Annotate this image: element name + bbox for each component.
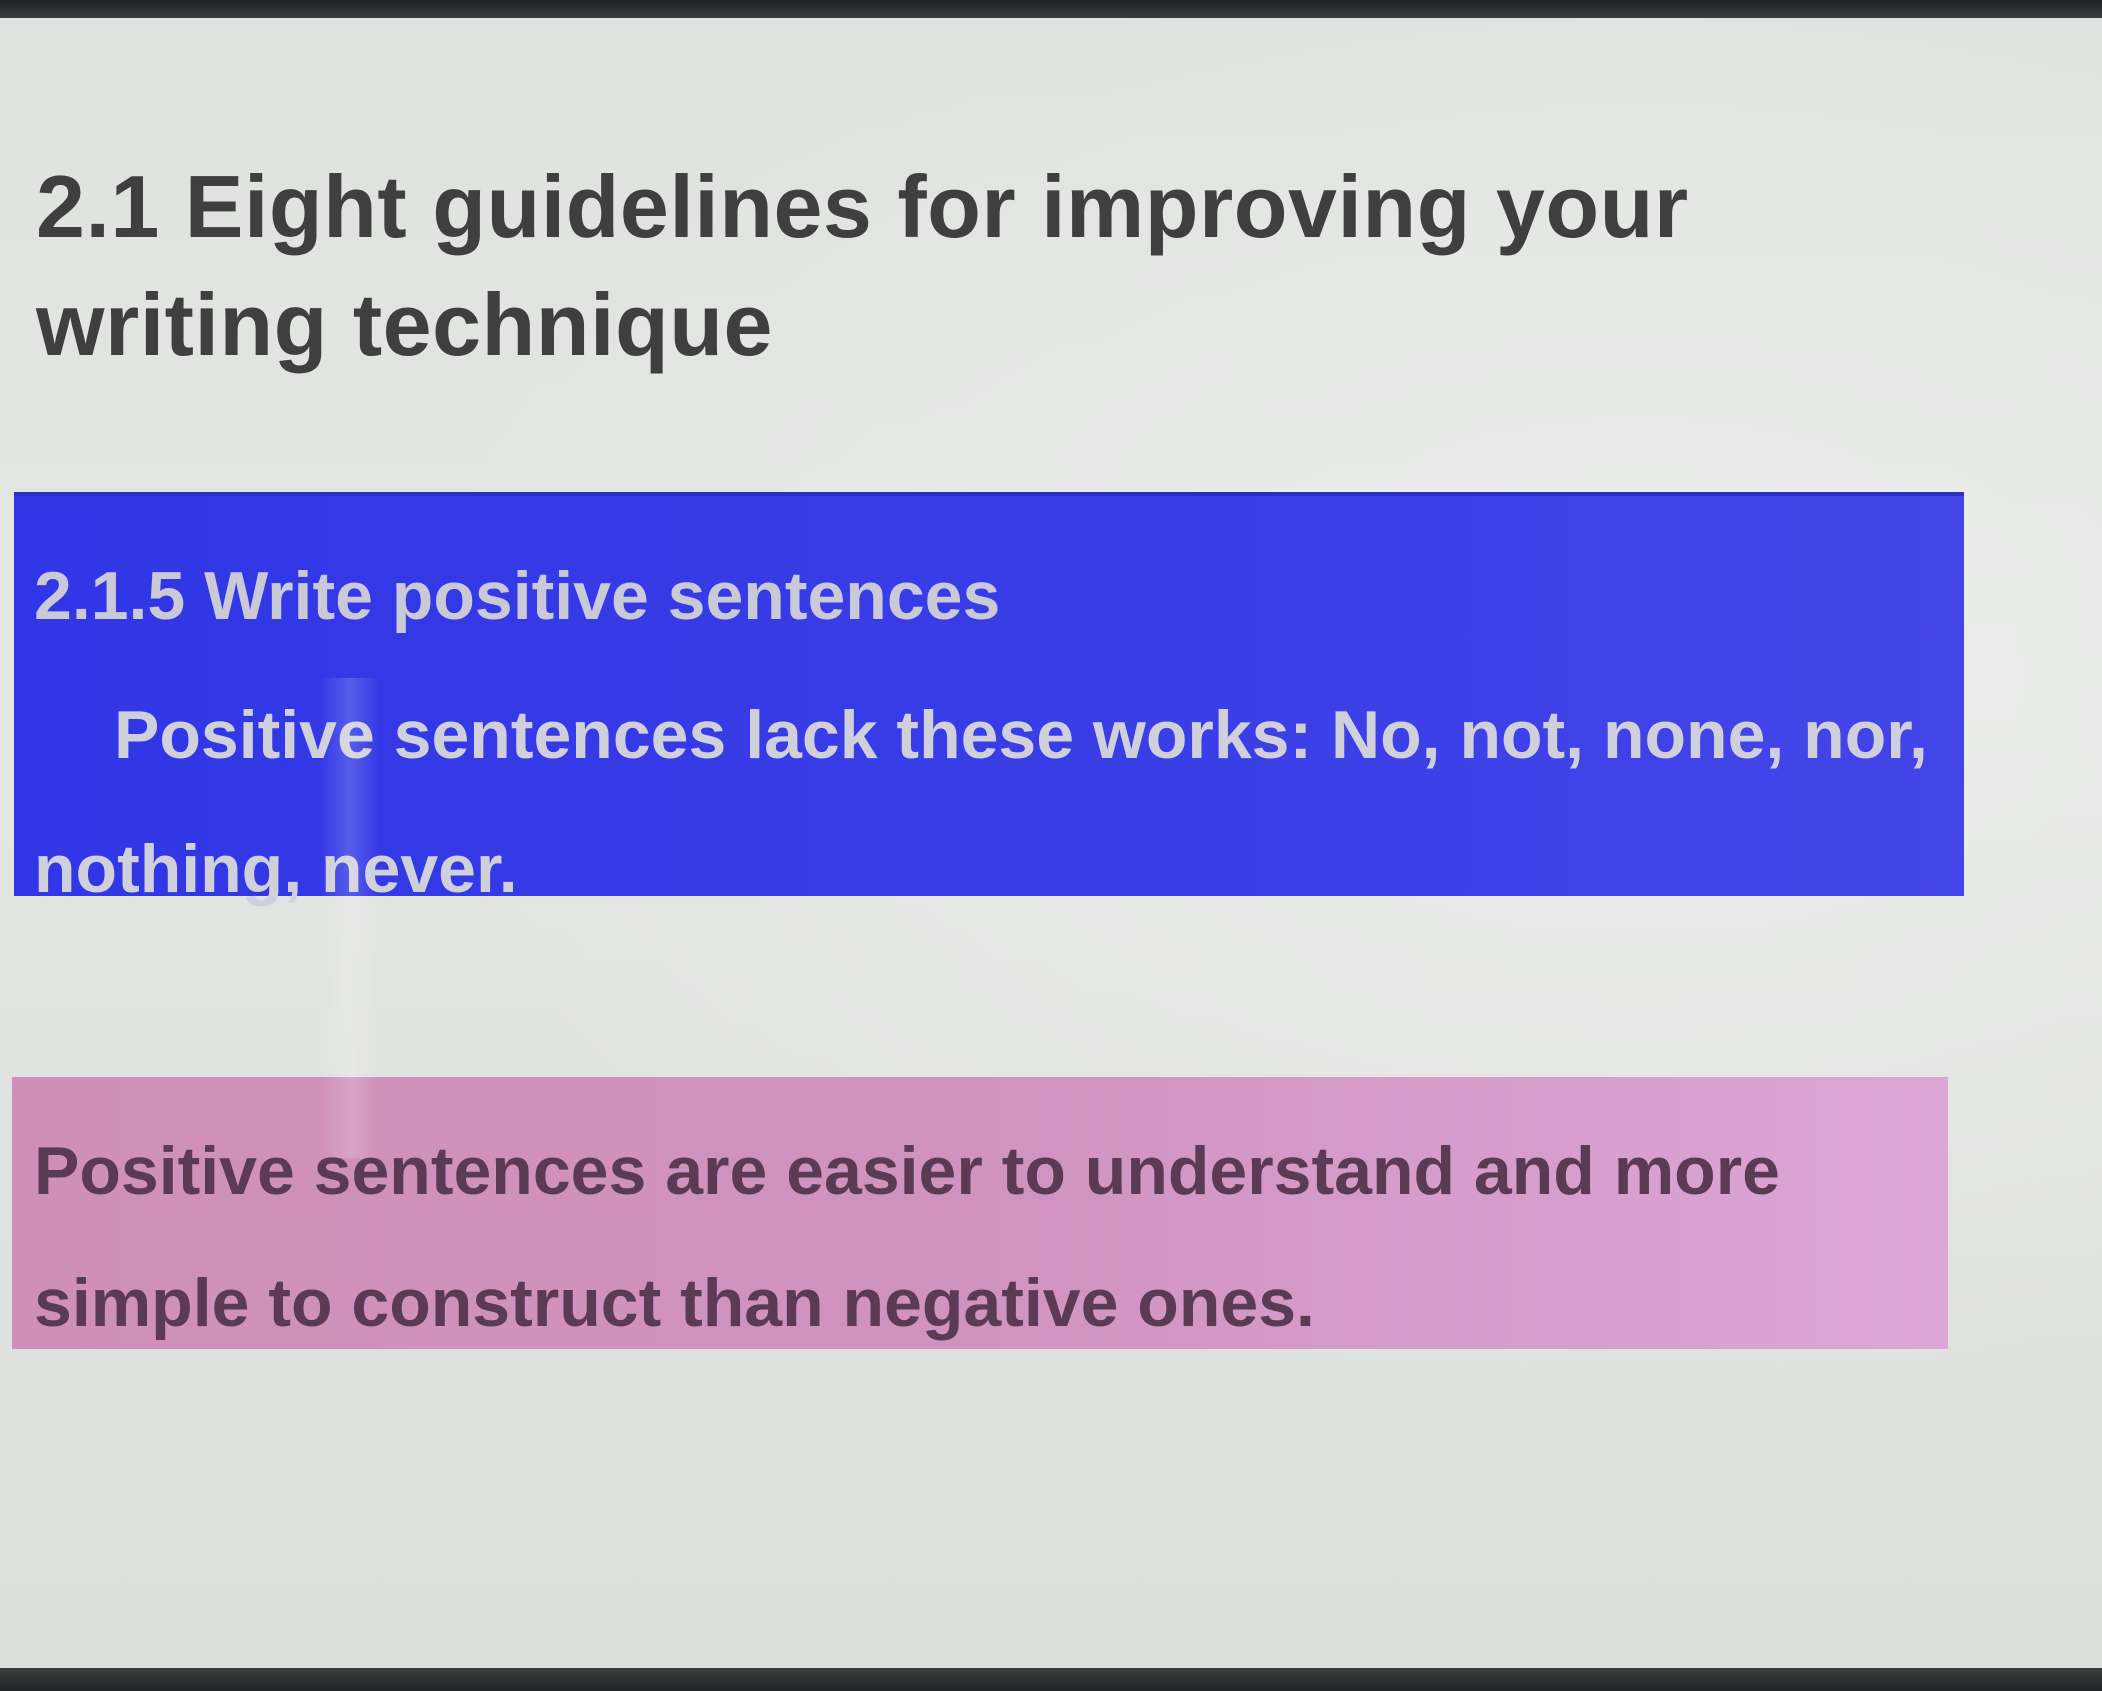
section-heading: 2.1.5 Write positive sentences bbox=[34, 558, 1001, 634]
screen-top-bezel bbox=[0, 0, 2102, 18]
section-highlight-box: 2.1.5 Write positive sentences Positive … bbox=[14, 492, 1964, 907]
slide-title: 2.1 Eight guidelines for improving your … bbox=[36, 157, 1689, 374]
note-text: Positive sentences are easier to underst… bbox=[34, 1133, 1780, 1341]
note-highlight-box: Positive sentences are easier to underst… bbox=[12, 1077, 1948, 1349]
presentation-slide: 2.1 Eight guidelines for improving your … bbox=[0, 18, 2102, 1668]
screen-bottom-bezel bbox=[0, 1668, 2102, 1691]
section-body-text: Positive sentences lack these works: No,… bbox=[34, 697, 1928, 907]
